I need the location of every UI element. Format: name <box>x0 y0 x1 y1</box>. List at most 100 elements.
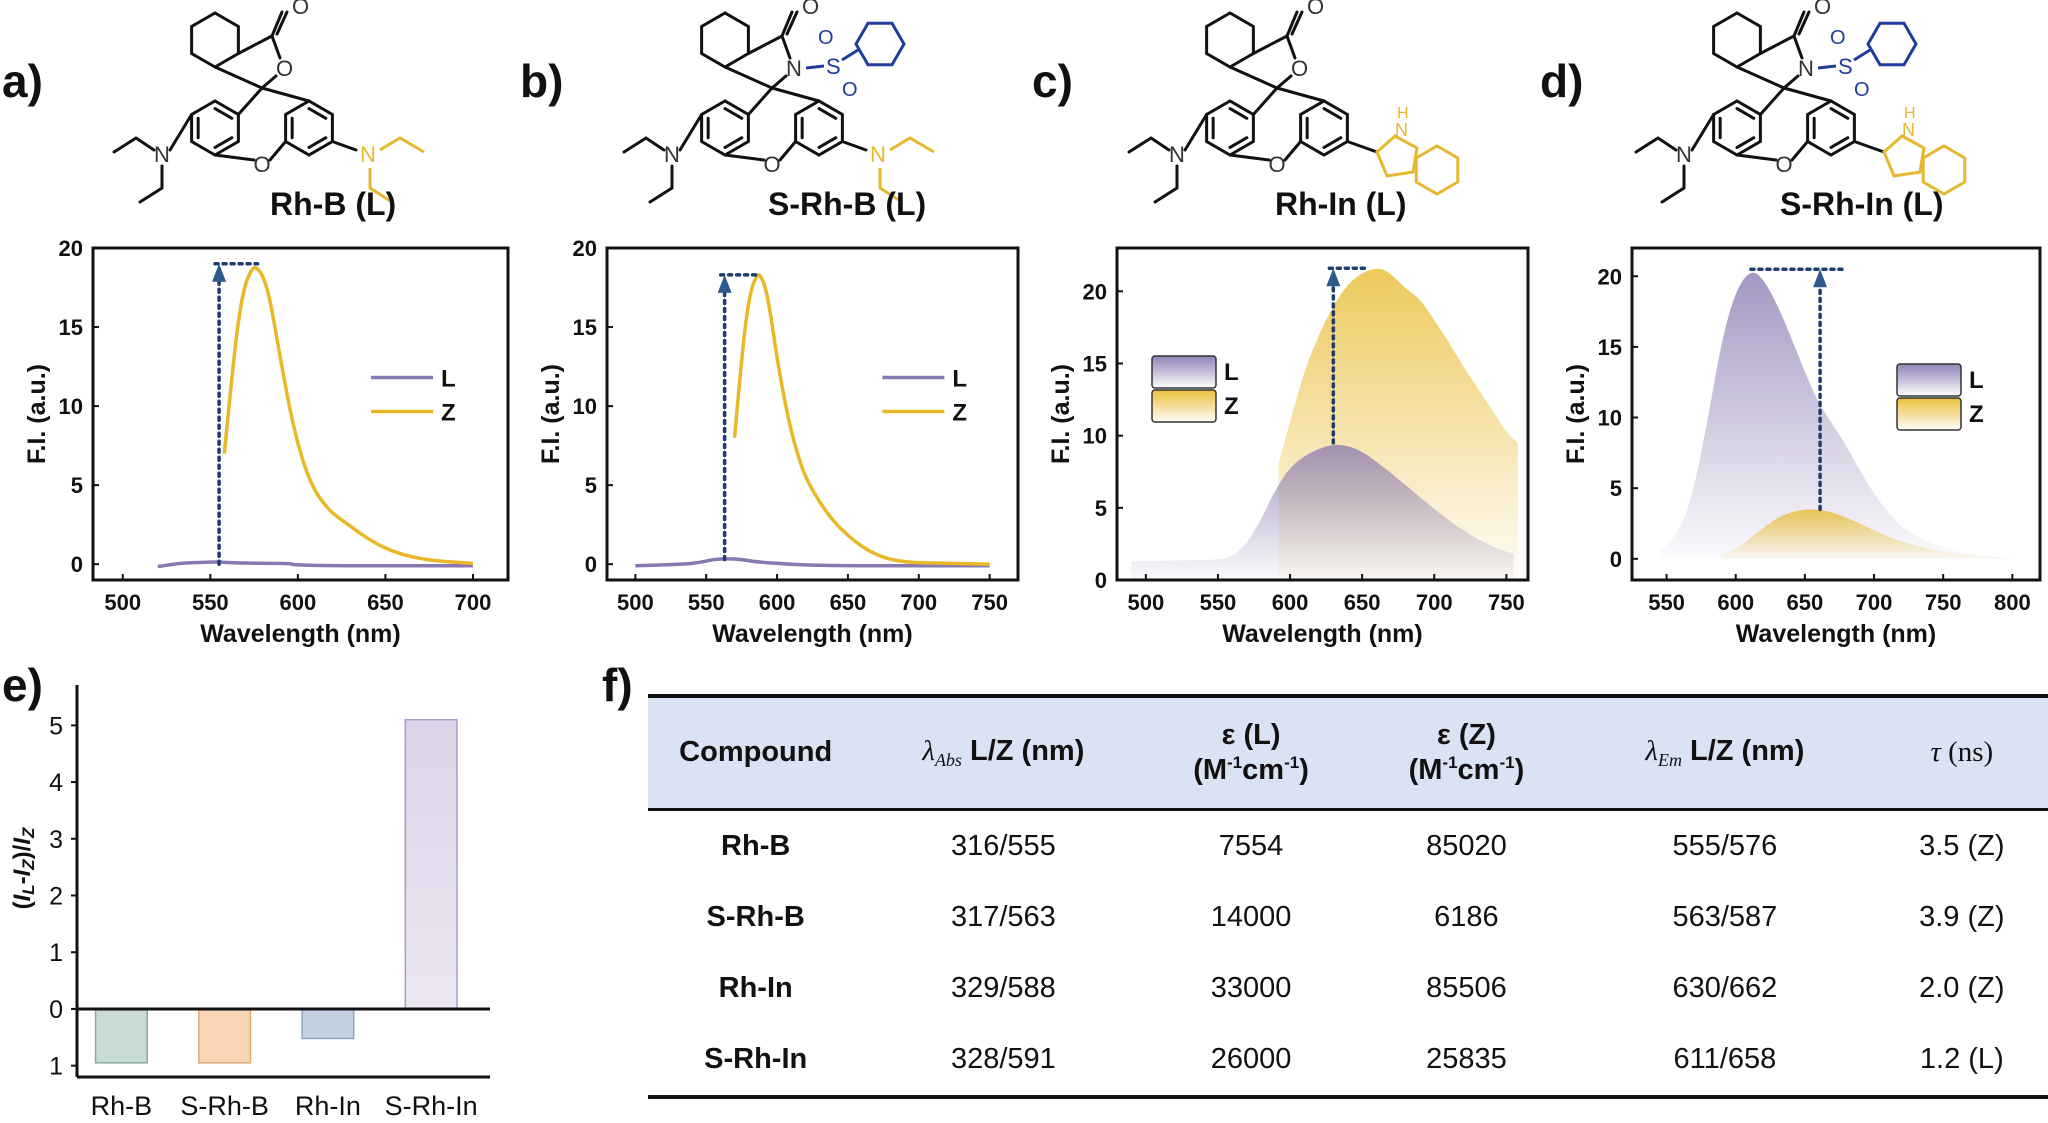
molecule-bonds <box>1127 10 1379 204</box>
double-bond <box>1829 136 1850 149</box>
y-tick-label: 0 <box>49 996 63 1024</box>
x-tick-label: 750 <box>1925 590 1962 615</box>
bar-Rh-In <box>301 1008 355 1040</box>
bond <box>236 86 264 116</box>
x-axis-title: Wavelength (nm) <box>1222 620 1422 648</box>
bond <box>213 153 256 162</box>
double-bond <box>817 136 838 149</box>
x-tick-label: 800 <box>1994 590 2031 615</box>
bond <box>840 140 868 152</box>
ring-heteroatom: O <box>1291 56 1308 81</box>
legend-label-L: L <box>1969 367 1984 394</box>
legend-label-Z: Z <box>441 399 456 426</box>
legend-label-Z: Z <box>1969 401 1984 428</box>
chart-a: 500 550 600 650 700 0 5 10 15 20 Wavelength (nm) F.… <box>0 236 520 665</box>
y-tick-label: 5 <box>1095 496 1107 521</box>
ethyl-group <box>112 136 156 154</box>
bond <box>746 34 784 55</box>
cell-lambda-em: 555/576 <box>1672 830 1778 862</box>
bond <box>1228 65 1279 90</box>
benzene-ring <box>1921 144 1967 196</box>
y-tick-label: 20 <box>1598 264 1622 289</box>
x-tick-label: 650 <box>1344 590 1381 615</box>
y-tick-label: 20 <box>59 236 83 261</box>
y-tick-label: 5 <box>1610 476 1622 501</box>
indole-hydrogen: H <box>1397 105 1409 122</box>
photophysical-table: Compound λAbs L/Z (nm) ε (L) (M-1cm-1) ε… <box>648 694 2048 1099</box>
bond <box>1792 34 1804 60</box>
double-bond <box>307 107 328 120</box>
cell-lambda-em: 630/662 <box>1672 972 1778 1004</box>
indole-hydrogen: H <box>1904 105 1916 122</box>
double-bond <box>1322 136 1343 149</box>
panel-label-c: c) <box>1032 55 1073 107</box>
nitrogen-atom: N <box>154 142 170 167</box>
x-category-label: S-Rh-B <box>180 1091 269 1121</box>
y-tick-label: 3 <box>49 826 63 854</box>
legend-label-Z: Z <box>1224 393 1239 420</box>
x-category-label: S-Rh-In <box>385 1091 478 1121</box>
bond <box>780 34 792 60</box>
nitrogen-atom: N <box>360 142 376 167</box>
series-line-Z <box>222 265 474 566</box>
x-tick-label: 550 <box>1200 590 1237 615</box>
bond <box>270 34 282 60</box>
y-tick-label: 5 <box>585 473 597 498</box>
highlight-substituent <box>368 136 425 204</box>
arrow-head <box>212 263 227 282</box>
nitrogen-atom: N <box>1169 142 1185 167</box>
x-tick-label: 750 <box>971 590 1008 615</box>
y-tick-label: 1 <box>49 939 63 967</box>
cell-epsilon-z: 85506 <box>1426 972 1507 1004</box>
carbonyl-bond <box>1792 10 1806 38</box>
aromatic-ring <box>794 99 844 157</box>
bond <box>213 65 264 90</box>
double-bond <box>213 136 234 149</box>
x-tick-label: 600 <box>280 590 317 615</box>
aromatic-ring <box>1712 11 1762 69</box>
carbonyl-oxygen: O <box>292 0 309 19</box>
x-tick-label: 600 <box>1272 590 1309 615</box>
molecule-name: S-Rh-B (L) <box>768 186 927 222</box>
cell-epsilon-l: 26000 <box>1210 1043 1292 1075</box>
bond <box>236 34 274 55</box>
aromatic-ring <box>1205 11 1255 69</box>
header-tau: τ (ns) <box>1930 736 1994 769</box>
molecule-rh-b: O O O N N Rh-B (L) <box>110 0 490 245</box>
spectrum-chart-a: 500 550 600 650 700 0 5 10 15 20 Wavelength (nm) F.… <box>23 236 510 648</box>
y-axis-title: F.I. (a.u.) <box>23 364 51 464</box>
bond <box>1735 153 1778 162</box>
sulfonyl-oxygen: O <box>842 79 858 101</box>
plot-frame <box>1115 246 1530 582</box>
benzene-ring <box>1414 144 1460 196</box>
spectrum-chart-d: 550 600 650 700 750 800 0 5 10 15 20 Wavelength (nm… <box>1562 246 2042 648</box>
x-category-label: Rh-In <box>295 1091 361 1121</box>
spectrum-chart-c: 500 550 600 650 700 750 0 5 10 15 20 Wavelength (nm… <box>1047 246 1530 648</box>
x-tick-label: 700 <box>900 590 937 615</box>
x-tick-label: 750 <box>1488 590 1525 615</box>
cell-lambda-abs: 329/588 <box>950 972 1056 1004</box>
bond <box>1782 86 1833 103</box>
bond <box>168 113 194 152</box>
double-bond <box>1322 107 1343 120</box>
arrow-head <box>1326 268 1341 287</box>
cell-epsilon-z: 85020 <box>1426 830 1507 862</box>
bond <box>723 65 774 90</box>
bond <box>1283 140 1303 162</box>
y-axis-title: F.I. (a.u.) <box>1047 364 1075 464</box>
y-tick-label: 4 <box>49 769 63 797</box>
double-bond <box>817 107 838 120</box>
bar-S-Rh-In <box>404 718 458 1010</box>
cell-compound: S-Rh-In <box>704 1043 808 1075</box>
pyrrole-ring <box>1882 134 1926 178</box>
plot-frame <box>1630 246 2042 582</box>
highlight-substituent <box>1882 134 1967 196</box>
cell-lambda-abs: 316/555 <box>950 830 1056 862</box>
y-tick-label: 15 <box>1598 335 1622 360</box>
x-category-label: Rh-B <box>91 1091 153 1121</box>
cell-tau: 2.0 (Z) <box>1919 972 2005 1004</box>
arrow-head <box>1813 269 1828 288</box>
